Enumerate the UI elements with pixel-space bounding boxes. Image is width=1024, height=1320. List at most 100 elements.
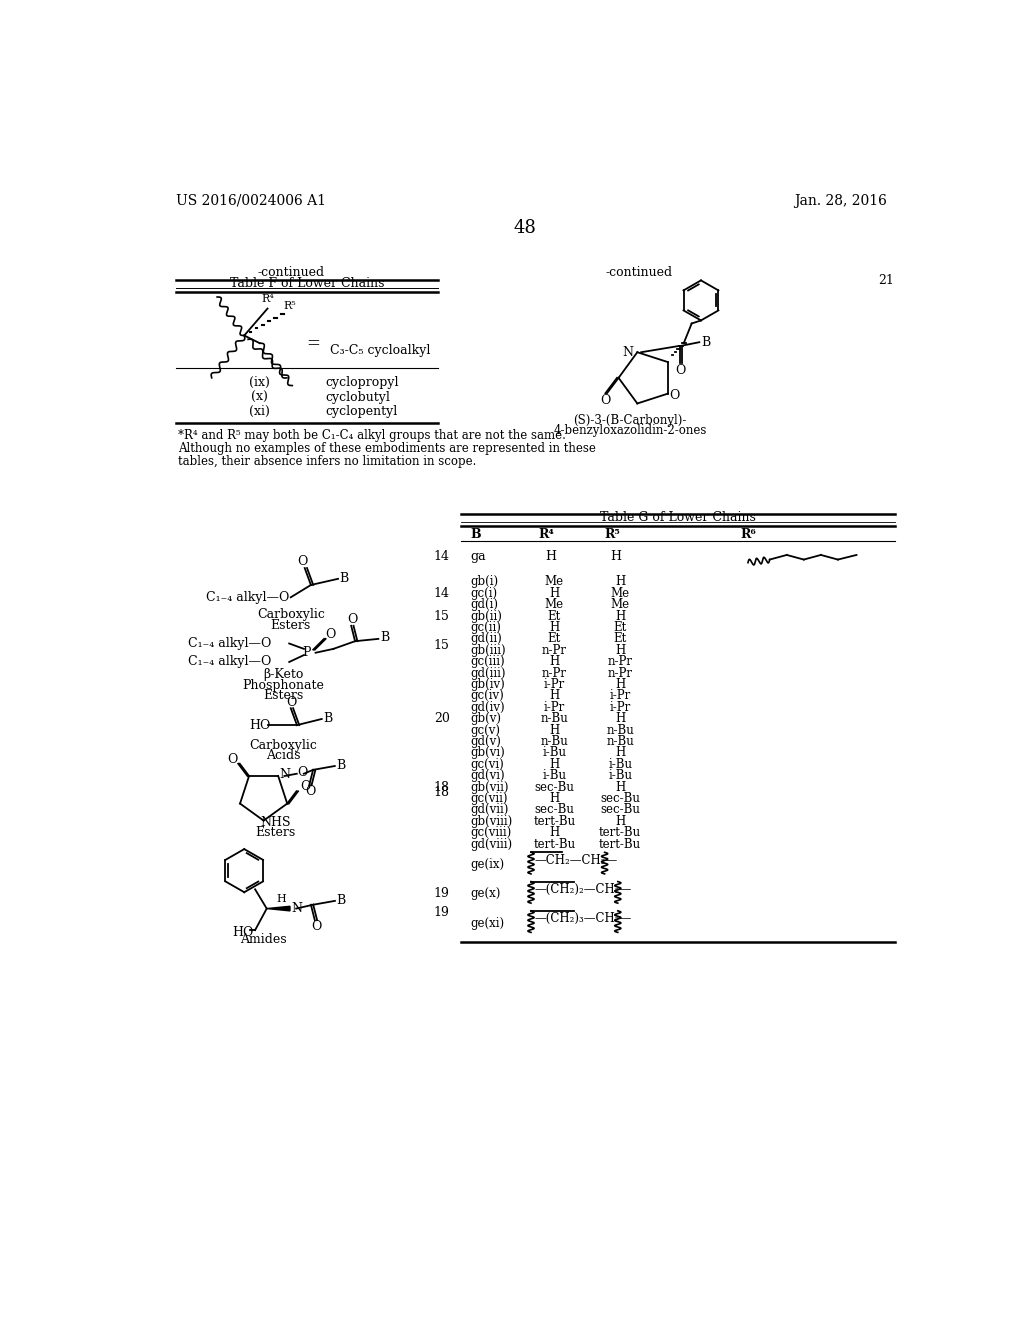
Text: (S)-3-(B-Carbonyl)-: (S)-3-(B-Carbonyl)- [573, 413, 687, 426]
Text: O: O [347, 612, 357, 626]
Text: H: H [549, 758, 559, 771]
Text: 18: 18 [433, 785, 450, 799]
Text: gc(viii): gc(viii) [471, 826, 512, 840]
Text: R⁴: R⁴ [539, 528, 555, 541]
Text: B: B [380, 631, 389, 644]
Text: 4-benzyloxazolidin-2-ones: 4-benzyloxazolidin-2-ones [554, 424, 707, 437]
Text: n-Bu: n-Bu [606, 723, 634, 737]
Text: HO: HO [249, 718, 270, 731]
Text: B: B [340, 573, 349, 585]
Text: 15: 15 [434, 639, 450, 652]
Text: Me: Me [610, 587, 630, 599]
Text: (xi): (xi) [249, 405, 270, 418]
Text: —(CH₂)₃—CH₂—: —(CH₂)₃—CH₂— [535, 912, 632, 925]
Text: B: B [324, 713, 333, 726]
Text: H: H [615, 780, 626, 793]
Text: n-Pr: n-Pr [542, 644, 566, 657]
Text: H: H [615, 678, 626, 690]
Text: Esters: Esters [255, 826, 295, 840]
Text: Me: Me [545, 576, 564, 589]
Text: H: H [549, 689, 559, 702]
Text: cyclobutyl: cyclobutyl [326, 391, 390, 404]
Text: H: H [615, 576, 626, 589]
Text: gc(i): gc(i) [471, 587, 498, 599]
Text: H: H [615, 610, 626, 623]
Text: O: O [301, 780, 311, 793]
Text: gd(iii): gd(iii) [471, 667, 506, 680]
Text: 14: 14 [433, 550, 450, 564]
Text: β-Keto: β-Keto [263, 668, 303, 681]
Text: i-Pr: i-Pr [544, 678, 565, 690]
Text: H: H [549, 620, 559, 634]
Text: R⁶: R⁶ [740, 528, 756, 541]
Text: sec-Bu: sec-Bu [600, 792, 640, 805]
Text: O: O [226, 752, 238, 766]
Text: Et: Et [613, 632, 627, 645]
Text: gc(iv): gc(iv) [471, 689, 504, 702]
Text: 19: 19 [434, 907, 450, 920]
Text: Jan. 28, 2016: Jan. 28, 2016 [795, 194, 888, 207]
Text: O: O [670, 388, 680, 401]
Text: H: H [549, 655, 559, 668]
Text: Amides: Amides [241, 933, 287, 946]
Text: i-Bu: i-Bu [608, 758, 632, 771]
Text: H: H [615, 814, 626, 828]
Text: N: N [623, 346, 634, 359]
Text: Phosphonate: Phosphonate [242, 678, 324, 692]
Text: B: B [337, 894, 346, 907]
Text: n-Bu: n-Bu [541, 735, 568, 748]
Text: 14: 14 [433, 587, 450, 601]
Text: gd(vii): gd(vii) [471, 804, 509, 816]
Text: i-Pr: i-Pr [544, 701, 565, 714]
Text: *R⁴ and R⁵ may both be C₁-C₄ alkyl groups that are not the same.: *R⁴ and R⁵ may both be C₁-C₄ alkyl group… [178, 429, 566, 442]
Text: N: N [280, 768, 291, 781]
Text: gc(vii): gc(vii) [471, 792, 508, 805]
Text: gb(v): gb(v) [471, 713, 502, 725]
Text: n-Pr: n-Pr [607, 667, 633, 680]
Text: gd(viii): gd(viii) [471, 837, 513, 850]
Text: gb(vi): gb(vi) [471, 746, 505, 759]
Text: Et: Et [548, 610, 561, 623]
Text: Acids: Acids [266, 750, 300, 763]
Text: C₁₋₄ alkyl—O: C₁₋₄ alkyl—O [188, 656, 271, 668]
Text: NHS: NHS [260, 816, 291, 829]
Text: —CH₂—CH₂—: —CH₂—CH₂— [535, 854, 618, 866]
Text: gd(i): gd(i) [471, 598, 499, 611]
Text: Me: Me [610, 598, 630, 611]
Text: i-Bu: i-Bu [608, 770, 632, 783]
Text: Et: Et [548, 632, 561, 645]
Text: sec-Bu: sec-Bu [535, 780, 574, 793]
Text: Me: Me [545, 598, 564, 611]
Text: O: O [326, 628, 336, 640]
Text: 19: 19 [434, 887, 450, 900]
Text: H: H [549, 792, 559, 805]
Text: H: H [549, 587, 559, 599]
Text: gb(ii): gb(ii) [471, 610, 503, 623]
Text: H: H [615, 746, 626, 759]
Text: tables, their absence infers no limitation in scope.: tables, their absence infers no limitati… [178, 455, 477, 469]
Text: -continued: -continued [606, 265, 673, 279]
Text: Although no examples of these embodiments are represented in these: Although no examples of these embodiment… [178, 442, 596, 455]
Text: Table G of Lower Chains: Table G of Lower Chains [600, 511, 756, 524]
Text: gc(iii): gc(iii) [471, 655, 505, 668]
Text: gb(vii): gb(vii) [471, 780, 509, 793]
Text: B: B [471, 528, 481, 541]
Text: i-Bu: i-Bu [543, 770, 566, 783]
Text: gb(iii): gb(iii) [471, 644, 506, 657]
Text: tert-Bu: tert-Bu [599, 826, 641, 840]
Text: n-Pr: n-Pr [542, 667, 566, 680]
Text: gd(ii): gd(ii) [471, 632, 503, 645]
Text: O: O [298, 766, 308, 779]
Text: n-Pr: n-Pr [607, 655, 633, 668]
Text: gc(v): gc(v) [471, 723, 501, 737]
Text: n-Bu: n-Bu [541, 713, 568, 725]
Text: (ix): (ix) [249, 376, 270, 389]
Text: gb(iv): gb(iv) [471, 678, 505, 690]
Text: Esters: Esters [263, 689, 303, 702]
Text: 21: 21 [879, 273, 894, 286]
Text: Carboxylic: Carboxylic [257, 607, 325, 620]
Text: gd(iv): gd(iv) [471, 701, 505, 714]
Text: HO: HO [231, 925, 253, 939]
Text: 18: 18 [433, 780, 450, 793]
Text: tert-Bu: tert-Bu [534, 814, 575, 828]
